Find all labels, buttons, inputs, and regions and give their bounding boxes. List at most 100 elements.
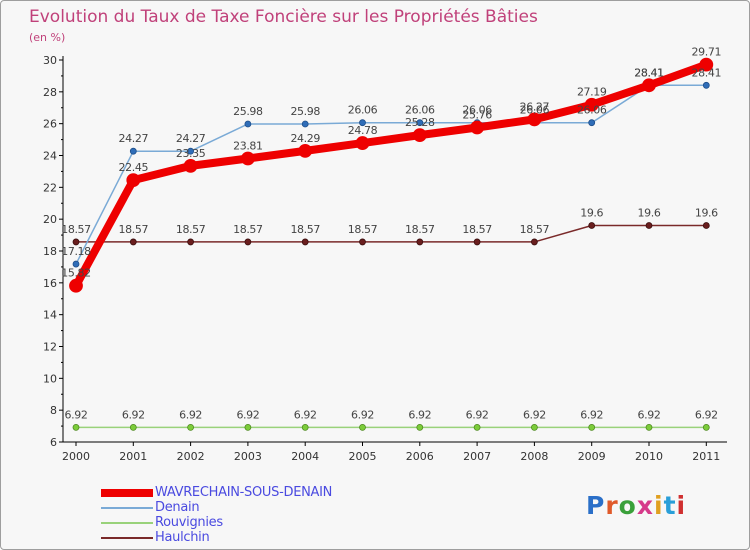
data-label-haulchin: 19.6 — [580, 207, 603, 220]
data-label-denain: 25.98 — [290, 105, 320, 118]
data-label-wavrechain: 25.28 — [405, 116, 435, 129]
data-label-denain: 17.18 — [61, 245, 91, 258]
data-point-rouvignies — [473, 423, 481, 431]
y-tick-label: 30 — [43, 54, 57, 67]
data-point-denain — [301, 120, 309, 128]
data-label-rouvignies: 6.92 — [294, 408, 317, 421]
data-label-denain: 25.98 — [233, 105, 263, 118]
legend-swatch — [101, 507, 153, 509]
data-point-wavrechain — [240, 151, 255, 166]
logo-letter: P — [586, 491, 606, 520]
y-axis-unit-label: (en %) — [29, 31, 66, 44]
data-label-denain: 28.41 — [634, 66, 664, 79]
data-label-rouvignies: 6.92 — [351, 408, 374, 421]
data-label-rouvignies: 6.92 — [466, 408, 489, 421]
data-point-wavrechain — [584, 97, 599, 112]
data-point-rouvignies — [588, 423, 596, 431]
data-point-rouvignies — [416, 423, 424, 431]
legend-label: Denain — [155, 500, 200, 515]
y-tick-label: 8 — [50, 404, 57, 417]
data-point-rouvignies — [645, 423, 653, 431]
data-point-haulchin — [301, 238, 309, 246]
data-label-wavrechain: 24.29 — [290, 132, 320, 145]
series-line-denain — [75, 84, 708, 265]
data-label-haulchin: 19.6 — [695, 207, 718, 220]
data-point-haulchin — [72, 238, 80, 246]
data-point-denain — [187, 147, 195, 155]
logo-letter: i — [654, 491, 664, 520]
logo-letter: i — [676, 491, 687, 520]
data-point-rouvignies — [129, 423, 137, 431]
logo-letter: x — [636, 491, 654, 520]
y-tick-label: 28 — [43, 86, 57, 99]
data-label-rouvignies: 6.92 — [236, 408, 259, 421]
legend-swatch — [101, 489, 153, 497]
x-tick-label: 2002 — [177, 450, 205, 463]
data-point-rouvignies — [187, 423, 195, 431]
data-label-wavrechain: 23.35 — [176, 147, 206, 160]
data-point-rouvignies — [702, 423, 710, 431]
data-label-wavrechain: 27.19 — [577, 86, 607, 99]
y-tick-label: 6 — [50, 436, 57, 449]
data-point-wavrechain — [412, 128, 427, 143]
x-tick-label: 2009 — [578, 450, 606, 463]
y-tick-label: 24 — [43, 150, 57, 163]
data-point-wavrechain — [298, 143, 313, 158]
series-line-wavrechain — [72, 60, 711, 290]
legend-label: WAVRECHAIN-SOUS-DENAIN — [155, 485, 333, 500]
data-label-denain: 26.06 — [348, 104, 378, 117]
data-label-rouvignies: 6.92 — [638, 408, 661, 421]
data-label-haulchin: 18.57 — [61, 223, 91, 236]
data-point-wavrechain — [642, 78, 656, 93]
x-tick-label: 2001 — [119, 450, 147, 463]
data-point-haulchin — [129, 238, 137, 246]
x-tick-label: 2006 — [406, 450, 434, 463]
data-label-wavrechain: 23.81 — [233, 140, 263, 153]
legend-swatch — [101, 537, 153, 539]
y-tick-label: 10 — [43, 372, 57, 385]
data-label-rouvignies: 6.92 — [408, 408, 431, 421]
data-point-rouvignies — [359, 423, 366, 431]
data-label-rouvignies: 6.92 — [695, 408, 718, 421]
data-label-haulchin: 18.57 — [348, 223, 378, 236]
logo-letter: o — [618, 491, 637, 520]
data-point-wavrechain — [183, 158, 198, 173]
x-tick-label: 2003 — [234, 450, 262, 463]
data-point-rouvignies — [244, 423, 252, 431]
data-label-haulchin: 18.57 — [290, 223, 320, 236]
y-tick-label: 14 — [43, 309, 57, 322]
legend-item-haulchin: Haulchin — [101, 530, 401, 545]
logo-letter: r — [605, 491, 619, 520]
data-point-denain — [702, 81, 710, 89]
y-tick-label: 16 — [43, 277, 57, 290]
legend-label: Rouvignies — [155, 515, 223, 530]
x-tick-label: 2010 — [635, 450, 663, 463]
data-point-wavrechain — [355, 136, 370, 150]
data-label-wavrechain: 15.82 — [61, 267, 91, 280]
logo-letter: t — [663, 491, 677, 520]
data-label-wavrechain: 28.41 — [634, 66, 664, 79]
data-label-haulchin: 18.57 — [462, 223, 492, 236]
data-label-rouvignies: 6.92 — [179, 408, 202, 421]
data-point-denain — [588, 119, 596, 127]
data-label-denain: 28.41 — [692, 66, 722, 79]
data-point-haulchin — [645, 222, 653, 229]
data-point-haulchin — [416, 238, 424, 246]
data-point-haulchin — [473, 238, 481, 246]
data-label-haulchin: 18.57 — [520, 223, 550, 236]
data-label-haulchin: 18.57 — [405, 223, 435, 236]
data-label-wavrechain: 26.27 — [520, 100, 550, 113]
legend-item-wavrechain: WAVRECHAIN-SOUS-DENAIN — [101, 485, 401, 500]
y-tick-label: 18 — [43, 245, 57, 258]
data-label-denain: 26.06 — [462, 104, 492, 117]
data-point-haulchin — [702, 222, 710, 229]
data-label-wavrechain: 24.78 — [348, 124, 378, 137]
data-label-haulchin: 18.57 — [233, 223, 263, 236]
y-tick-label: 22 — [43, 181, 57, 194]
data-label-haulchin: 18.57 — [176, 223, 206, 236]
data-point-denain — [359, 119, 366, 127]
data-point-denain — [72, 260, 80, 268]
data-point-wavrechain — [470, 120, 485, 135]
data-label-denain: 24.27 — [176, 132, 206, 145]
chart-title: Evolution du Taux de Taxe Foncière sur l… — [29, 7, 538, 27]
